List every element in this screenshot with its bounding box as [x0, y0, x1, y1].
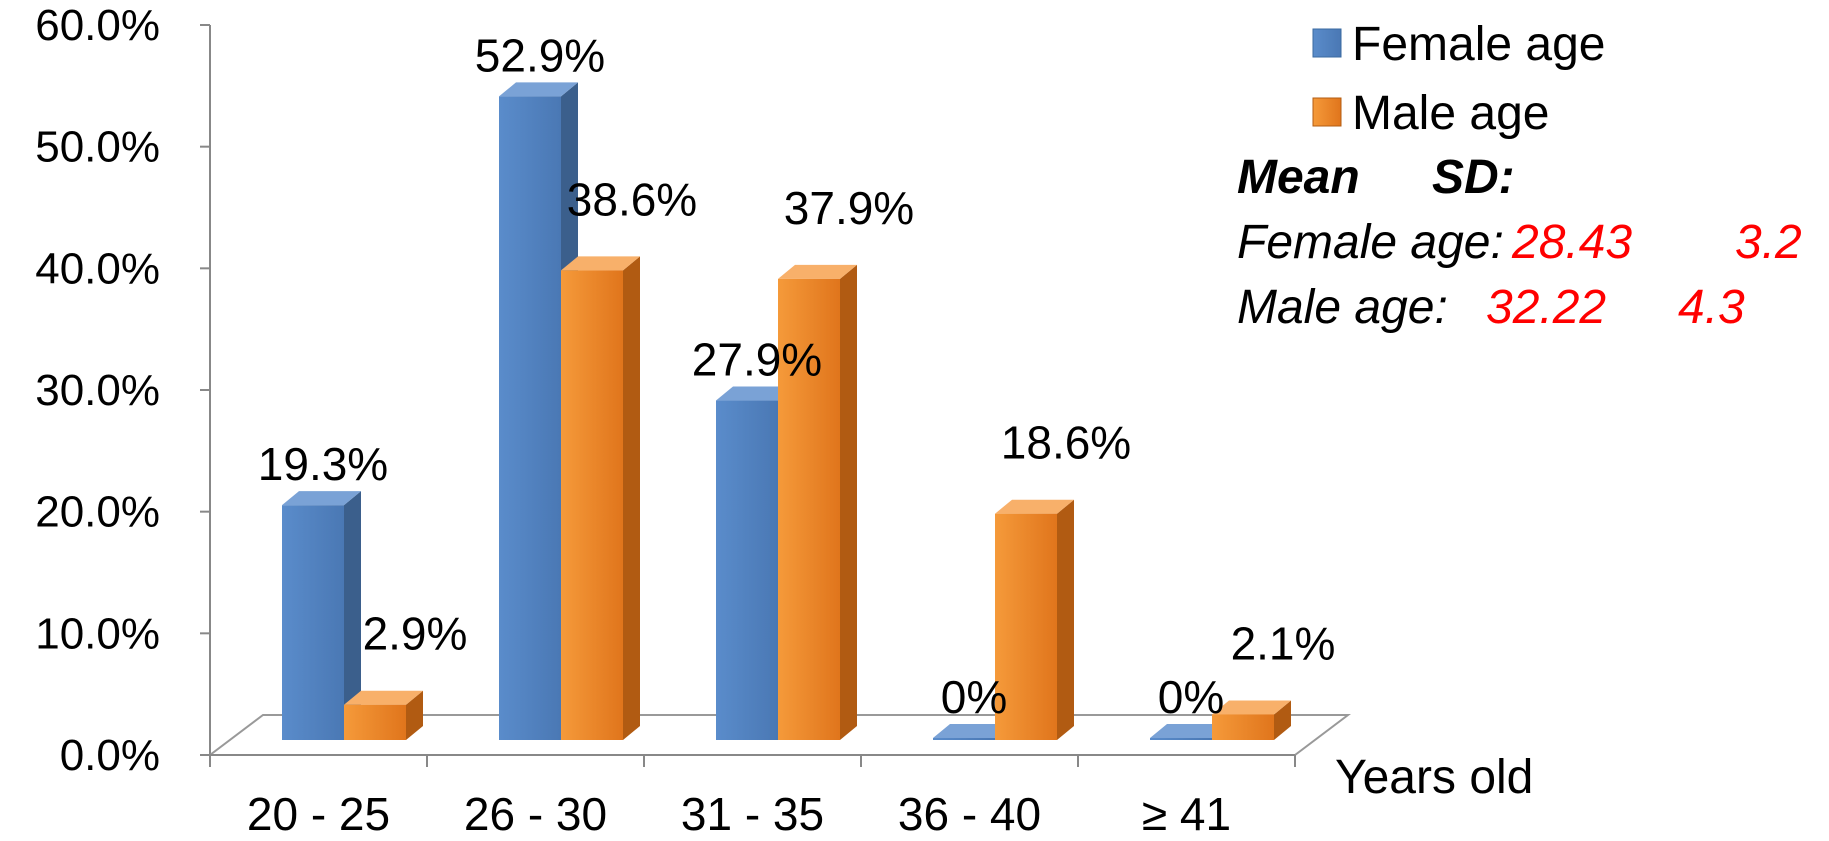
- x-category-label: 20 - 25: [247, 788, 390, 840]
- bar-front: [1212, 714, 1274, 740]
- bar-side: [840, 264, 857, 740]
- data-label-male: 38.6%: [567, 173, 697, 225]
- y-tick-label: 0.0%: [60, 731, 160, 780]
- y-tick-label: 30.0%: [35, 366, 160, 415]
- data-label-female: 19.3%: [258, 438, 388, 490]
- legend-swatch-male: [1312, 97, 1342, 127]
- bar-side: [344, 491, 361, 740]
- data-label-male: 2.1%: [1231, 617, 1336, 669]
- x-category-label: ≥ 41: [1142, 788, 1231, 840]
- bar-male: [995, 499, 1074, 740]
- stats-male-sd: 4.3: [1678, 281, 1745, 334]
- bar-side: [1057, 499, 1074, 740]
- legend-item-female: Female age: [1312, 18, 1605, 71]
- bar-front: [344, 704, 406, 740]
- legend-swatch-female: [1312, 28, 1342, 58]
- legend: Female age Male age: [1312, 18, 1605, 140]
- legend-label-female: Female age: [1352, 18, 1605, 71]
- x-category-label: 36 - 40: [898, 788, 1041, 840]
- bar-front: [716, 400, 778, 740]
- bar-front: [995, 513, 1057, 740]
- y-tick-label: 60.0%: [35, 1, 160, 50]
- data-labels: 19.3% 52.9% 27.9% 0% 0% 2.9% 38.6% 37.9% 18.6% 2.…: [258, 29, 1336, 723]
- bar-male: [778, 264, 857, 740]
- stats-female-label: Female age:: [1237, 216, 1504, 269]
- data-label-female: 0%: [941, 671, 1007, 723]
- stats-female-mean: 28.43: [1511, 216, 1632, 269]
- stats-box: Mean SD: Female age: 28.43 3.2 Male age:…: [1237, 151, 1802, 334]
- legend-label-male: Male age: [1352, 87, 1549, 140]
- bar-female: [282, 491, 361, 740]
- y-tick-label: 20.0%: [35, 488, 160, 537]
- bar-front: [561, 270, 623, 740]
- y-tick-label: 50.0%: [35, 123, 160, 172]
- data-label-male: 2.9%: [363, 608, 468, 660]
- legend-item-male: Male age: [1312, 87, 1549, 140]
- stats-header-sd: SD:: [1432, 151, 1515, 204]
- bar-top: [716, 386, 795, 401]
- axes: 0.0% 10.0% 20.0% 30.0% 40.0% 50.0% 60.0% 20 - …: [35, 1, 1351, 840]
- bar-front: [1150, 738, 1212, 740]
- bar-top: [1150, 724, 1229, 738]
- bar-male: [561, 256, 640, 740]
- stats-male-mean: 32.22: [1486, 281, 1606, 334]
- bar-side: [623, 256, 640, 740]
- data-label-female: 0%: [1158, 671, 1224, 723]
- bar-top: [995, 499, 1074, 514]
- bar-top: [344, 690, 423, 705]
- bar-male: [1212, 700, 1291, 740]
- x-category-label: 26 - 30: [464, 788, 607, 840]
- stats-male-label: Male age:: [1237, 281, 1448, 334]
- x-category-label: 31 - 35: [681, 788, 824, 840]
- bar-top: [1212, 700, 1291, 715]
- bar-top: [778, 264, 857, 279]
- bar-top: [933, 724, 1012, 738]
- bar-top: [561, 256, 640, 271]
- bar-top: [499, 82, 578, 97]
- data-label-male: 37.9%: [784, 182, 914, 234]
- bar-side: [1274, 700, 1291, 740]
- stats-female-sd: 3.2: [1735, 216, 1802, 269]
- x-ticks: 20 - 25 26 - 30 31 - 35 36 - 40 ≥ 41: [209, 755, 1296, 840]
- x-axis-title: Years old: [1335, 751, 1533, 804]
- bar-front: [778, 278, 840, 740]
- data-label-male: 18.6%: [1001, 417, 1131, 469]
- stats-header-mean: Mean: [1237, 151, 1360, 204]
- y-ticks: 0.0% 10.0% 20.0% 30.0% 40.0% 50.0% 60.0%: [35, 1, 210, 780]
- data-label-female: 27.9%: [692, 334, 822, 386]
- bars: [282, 82, 1291, 741]
- bar-front: [499, 96, 561, 741]
- bar-front: [282, 505, 344, 740]
- data-label-female: 52.9%: [475, 29, 605, 81]
- y-tick-label: 10.0%: [35, 609, 160, 658]
- y-tick-label: 40.0%: [35, 244, 160, 293]
- bar-top: [282, 491, 361, 506]
- bar-side: [406, 690, 423, 740]
- bar-female: [499, 82, 578, 741]
- bar-front: [933, 738, 995, 740]
- bar-male: [344, 690, 423, 740]
